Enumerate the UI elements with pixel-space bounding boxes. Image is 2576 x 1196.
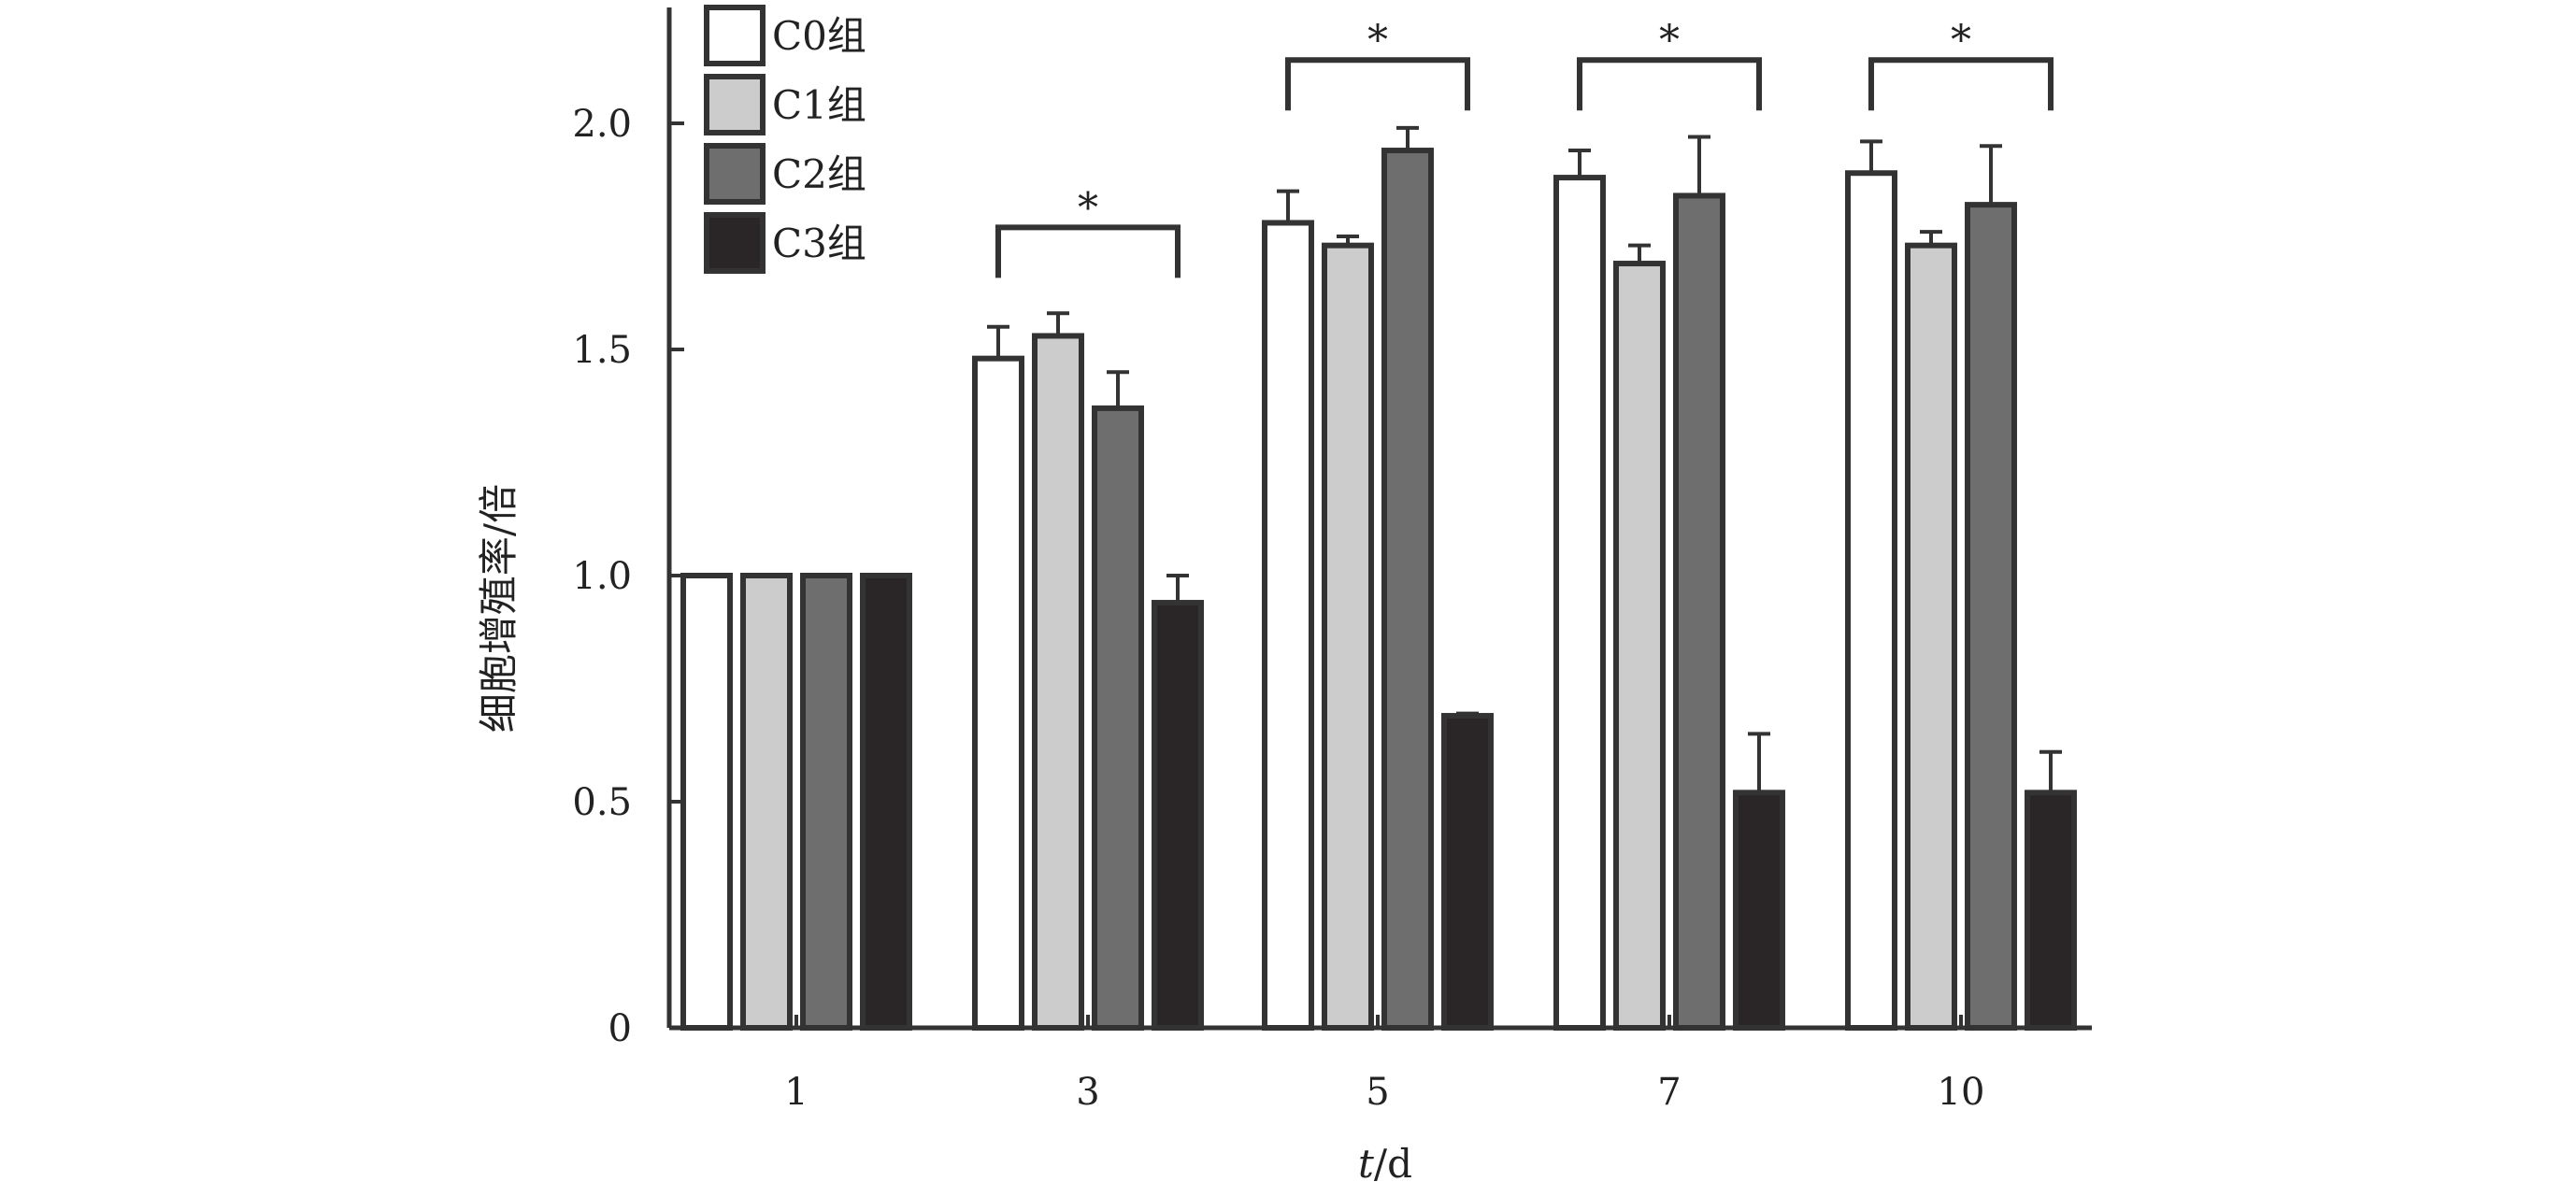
x-tick-label-3: 3 <box>1076 1071 1099 1114</box>
bar-C1组-7 <box>1613 261 1666 1032</box>
bar-C0组-3 <box>972 355 1024 1031</box>
bar-C0组-5 <box>1262 220 1314 1032</box>
error-bars-layer <box>987 125 2062 793</box>
legend-swatch-C0组 <box>704 5 766 66</box>
significance-bracket-3 <box>995 224 1181 278</box>
bar-C1组-1 <box>740 573 793 1031</box>
axes-layer: 0 0.5 1.0 1.5 2.0 1 3 5 7 10 <box>572 7 2092 1114</box>
bar-C1组-3 <box>1032 333 1084 1032</box>
significance-star-7: * <box>1659 17 1680 64</box>
significance-bracket-5 <box>1285 57 1470 111</box>
bar-C3组-3 <box>1152 600 1204 1031</box>
bar-C2组-5 <box>1381 148 1434 1032</box>
significance-star-10: * <box>1951 17 1971 64</box>
legend: C0组 C1组 C2组 C3组 <box>704 5 866 274</box>
legend-label-C0组: C0组 <box>772 13 866 59</box>
x-axis-title-variable: t <box>1358 1141 1374 1187</box>
y-tick-label-1.0: 1.0 <box>572 555 632 598</box>
significance-layer: * * * * <box>995 17 2054 278</box>
significance-bracket-10 <box>1868 57 2054 111</box>
x-axis-title-unit: /d <box>1374 1141 1412 1187</box>
bar-C3组-10 <box>2025 790 2077 1031</box>
legend-swatch-C1组 <box>704 74 766 135</box>
bar-C2组-3 <box>1092 405 1144 1032</box>
significance-star-3: * <box>1078 184 1098 232</box>
bar-C0组-1 <box>680 573 733 1031</box>
y-tick-label-0.5: 0.5 <box>572 781 632 824</box>
y-tick-label-1.5: 1.5 <box>572 329 632 372</box>
bar-C1组-10 <box>1905 242 1957 1031</box>
bar-C3组-5 <box>1441 713 1494 1031</box>
bar-C2组-1 <box>800 573 852 1031</box>
y-axis-title: 细胞增殖率/倍 <box>476 484 522 733</box>
bar-C0组-7 <box>1553 175 1606 1031</box>
significance-bracket-7 <box>1577 57 1762 111</box>
bar-C1组-5 <box>1322 242 1374 1031</box>
legend-label-C1组: C1组 <box>772 82 866 128</box>
bar-C0组-10 <box>1845 170 1897 1032</box>
y-tick-label-0: 0 <box>608 1007 632 1050</box>
x-tick-label-5: 5 <box>1366 1071 1389 1114</box>
bar-C3组-1 <box>860 573 912 1031</box>
legend-label-C3组: C3组 <box>772 221 866 266</box>
bars-layer <box>680 148 2077 1032</box>
legend-swatch-C3组 <box>704 212 766 274</box>
bar-C3组-7 <box>1733 790 1785 1031</box>
x-tick-label-1: 1 <box>784 1071 808 1114</box>
bar-C2组-10 <box>1965 202 2017 1031</box>
x-tick-label-7: 7 <box>1657 1071 1681 1114</box>
legend-swatch-C2组 <box>704 143 766 205</box>
legend-label-C2组: C2组 <box>772 151 866 197</box>
y-tick-label-2.0: 2.0 <box>572 103 632 146</box>
bar-C2组-7 <box>1673 192 1725 1031</box>
x-tick-label-10: 10 <box>1938 1071 1985 1114</box>
significance-star-5: * <box>1367 17 1388 64</box>
x-axis-title: t/d <box>1358 1141 1412 1187</box>
